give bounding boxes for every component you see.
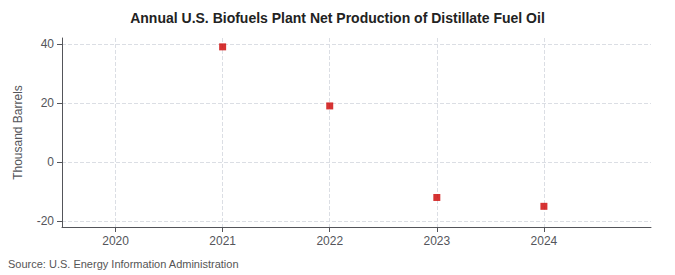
svg-text:2022: 2022 (316, 234, 343, 248)
svg-text:2020: 2020 (102, 234, 129, 248)
svg-text:20: 20 (41, 96, 55, 110)
svg-text:0: 0 (47, 155, 54, 169)
svg-text:-20: -20 (37, 214, 55, 228)
svg-text:Thousand Barrels: Thousand Barrels (11, 85, 25, 180)
svg-text:2023: 2023 (423, 234, 450, 248)
svg-text:Annual U.S. Biofuels Plant Net: Annual U.S. Biofuels Plant Net Productio… (130, 10, 545, 26)
svg-text:2024: 2024 (531, 234, 558, 248)
svg-text:Source: U.S. Energy Informatio: Source: U.S. Energy Information Administ… (8, 258, 239, 270)
svg-text:2021: 2021 (209, 234, 236, 248)
svg-text:40: 40 (41, 37, 55, 51)
